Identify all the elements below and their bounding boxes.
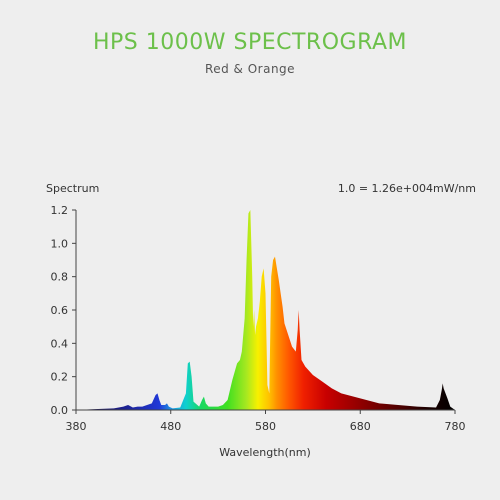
x-axis-label: Wavelength(nm) bbox=[219, 446, 311, 459]
x-tick-label: 380 bbox=[66, 420, 87, 433]
y-tick-label: 0.8 bbox=[51, 271, 69, 284]
y-tick-label: 0.2 bbox=[51, 371, 69, 384]
chart-subtitle: Red & Orange bbox=[204, 62, 296, 76]
x-tick-label: 780 bbox=[445, 420, 466, 433]
y-axis-label: Spectrum bbox=[46, 182, 100, 195]
y-tick-label: 1.0 bbox=[51, 237, 69, 250]
y-tick-label: 0.6 bbox=[51, 304, 69, 317]
unit-note: 1.0 = 1.26e+004mW/nm bbox=[337, 182, 476, 195]
x-tick-label: 480 bbox=[160, 420, 181, 433]
x-tick-label: 580 bbox=[255, 420, 276, 433]
x-tick-label: 680 bbox=[350, 420, 371, 433]
chart-title: HPS 1000W SPECTROGRAM bbox=[92, 30, 407, 55]
spectrum-area bbox=[76, 210, 455, 410]
y-tick-label: 0.0 bbox=[51, 404, 69, 417]
y-tick-label: 0.4 bbox=[51, 337, 69, 350]
y-tick-label: 1.2 bbox=[51, 204, 69, 217]
